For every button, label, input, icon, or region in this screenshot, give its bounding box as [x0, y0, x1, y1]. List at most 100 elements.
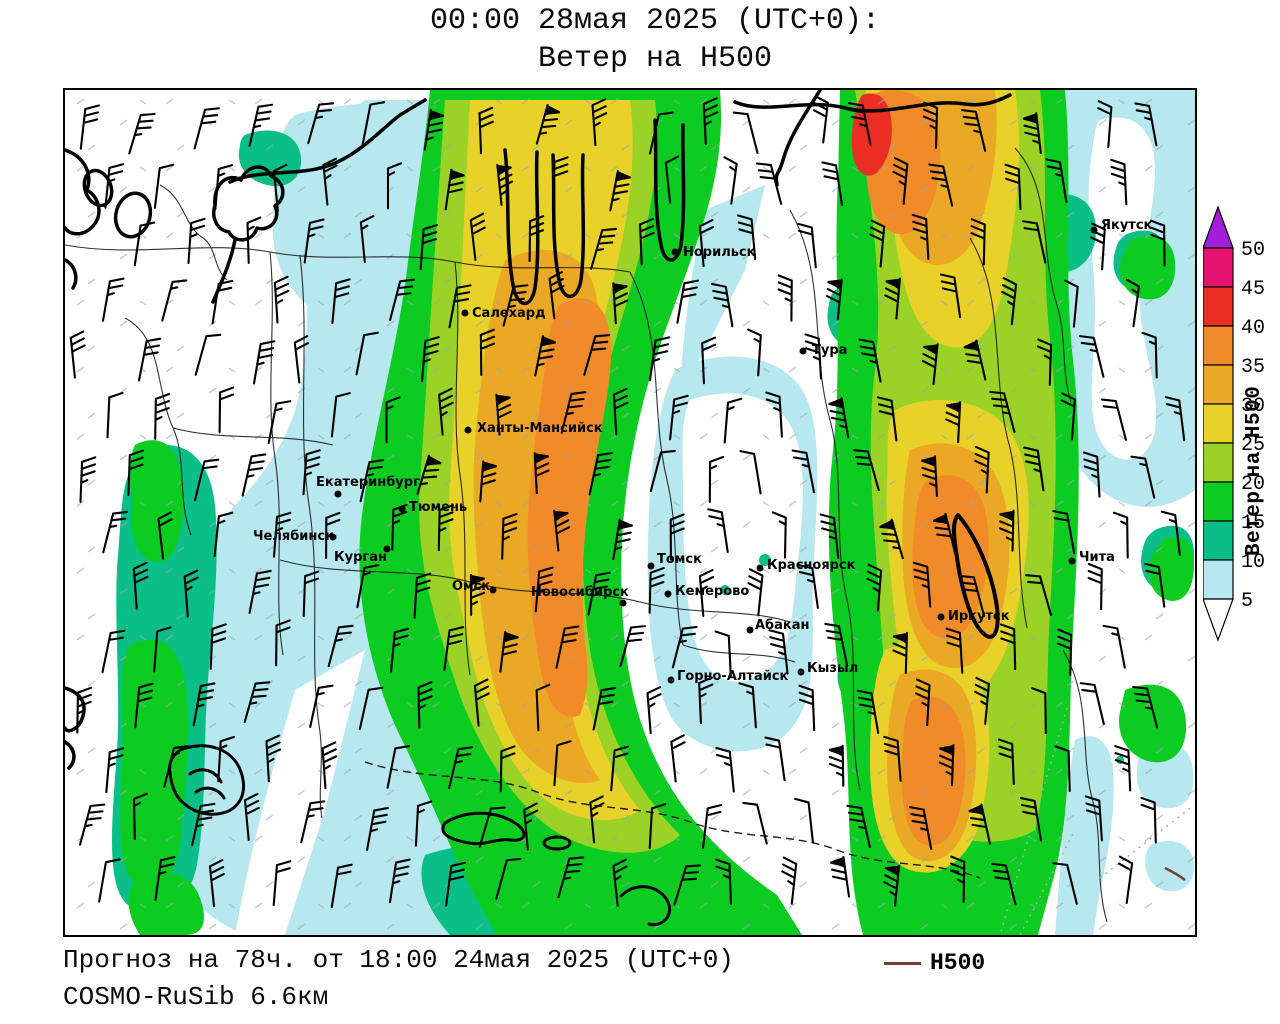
colorbar-tick-45: 45	[1241, 278, 1265, 301]
wind-barb	[884, 277, 901, 320]
wind-barb	[828, 396, 850, 439]
wind-barb	[922, 101, 939, 149]
colorbar-band-30-35	[1202, 364, 1234, 405]
wind-barb	[764, 736, 786, 782]
colorbar-tick-10: 10	[1241, 551, 1265, 574]
wind-barb	[1164, 396, 1186, 442]
wind-barb	[548, 271, 565, 320]
wind-barb	[797, 564, 819, 609]
wind-barb	[469, 573, 486, 616]
wind-barb	[76, 686, 93, 734]
wind-barb	[154, 393, 170, 440]
wind-barb	[303, 218, 325, 264]
wind-barb	[1087, 562, 1103, 611]
wind-barb	[1130, 455, 1156, 499]
wind-barb	[534, 566, 554, 613]
colorbar-tick-20: 20	[1241, 473, 1265, 496]
wind-barb	[794, 797, 814, 844]
wind-barb	[612, 282, 629, 325]
wind-barb	[496, 163, 514, 206]
national-borders-dashed	[364, 761, 981, 879]
wind-barb	[989, 390, 1016, 434]
wind-barb	[209, 623, 227, 670]
wind-barb	[423, 108, 445, 151]
wind-barb	[798, 684, 816, 732]
wind-barb	[737, 214, 757, 261]
wind-barb	[612, 387, 629, 436]
wind-barb	[413, 572, 432, 619]
wind-barb	[819, 513, 840, 559]
wind-barb	[560, 391, 587, 434]
wind-barb	[698, 676, 714, 725]
wind-barb	[359, 459, 385, 503]
wind-barb	[495, 857, 522, 900]
wind-barb	[309, 684, 334, 728]
wind-barb	[331, 278, 351, 325]
wind-barb	[646, 686, 662, 735]
wind-barb	[241, 453, 267, 497]
wind-barb	[921, 343, 939, 386]
wind-barb	[132, 561, 149, 610]
wind-barb	[1079, 682, 1105, 725]
wind-barb	[499, 745, 516, 793]
wind-barb	[1001, 277, 1018, 326]
wind-barb	[101, 277, 125, 322]
wind-barb	[932, 512, 957, 554]
wind-barb	[755, 162, 783, 205]
wind-barb	[128, 112, 156, 155]
wind-barb	[912, 561, 932, 608]
wind-barb	[502, 284, 529, 327]
wind-barb	[325, 511, 341, 559]
wind-barb	[1023, 446, 1045, 492]
legend-h500: H500	[884, 948, 985, 978]
wind-barb	[359, 214, 375, 264]
colorbar-under-arrow	[1202, 598, 1234, 642]
wind-barb	[1140, 796, 1157, 844]
wind-barb	[1100, 398, 1127, 441]
wind-barb	[711, 282, 734, 328]
wind-barb	[974, 445, 990, 494]
wind-barb	[610, 745, 630, 792]
wind-barb	[998, 509, 1015, 552]
wind-barb	[79, 104, 100, 150]
colorbar-band-15-20	[1202, 481, 1234, 522]
wind-barb	[812, 95, 829, 144]
wind-barb	[999, 623, 1017, 671]
wind-barb	[829, 855, 851, 898]
wind-barb	[1054, 745, 1071, 793]
wind-barb	[302, 449, 321, 496]
wind-barb	[127, 449, 145, 497]
wind-barb	[322, 157, 338, 206]
wind-barb	[321, 741, 338, 790]
wind-barb	[1078, 335, 1105, 378]
wind-barb	[1090, 222, 1106, 271]
wind-barb	[1150, 219, 1166, 267]
wind-barb	[211, 279, 234, 325]
wind-barb	[265, 734, 282, 783]
wind-barb	[828, 744, 845, 787]
colorbar-band-5-10	[1202, 559, 1234, 600]
wind-barb	[892, 156, 909, 206]
wind-barb	[389, 627, 410, 674]
colorbar-band-40-45	[1202, 286, 1234, 327]
wind-barb	[1022, 112, 1042, 155]
wind-barb	[928, 163, 954, 207]
title-line1: 00:00 28мая 2025 (UTC+0):	[429, 4, 881, 38]
wind-barb	[479, 460, 497, 503]
wind-barb	[1052, 510, 1076, 555]
wind-barb	[639, 217, 655, 266]
wind-barb	[1060, 392, 1076, 441]
wind-barb	[420, 336, 440, 382]
wind-barb	[879, 518, 904, 560]
wind-barb	[588, 452, 613, 496]
wind-barb	[587, 571, 611, 616]
wind-barb	[389, 278, 416, 322]
wind-barb	[366, 806, 389, 851]
wind-barb	[821, 161, 844, 207]
wind-barb	[963, 339, 987, 381]
wind-barb	[747, 568, 764, 617]
wind-barb	[825, 278, 843, 321]
wind-barb	[501, 513, 518, 560]
wind-barb	[945, 401, 962, 444]
wind-barb	[193, 107, 220, 150]
